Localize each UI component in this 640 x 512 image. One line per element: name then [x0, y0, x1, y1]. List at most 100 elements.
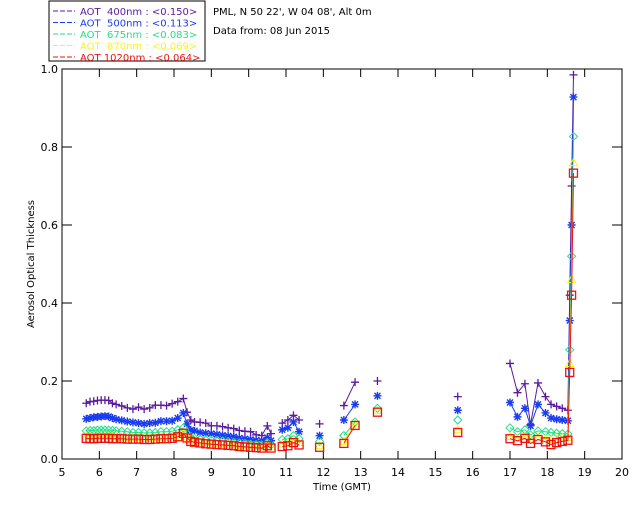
- data-point: [541, 392, 550, 401]
- data-point: [315, 431, 324, 440]
- data-point: [372, 407, 383, 417]
- series-3: [81, 157, 579, 451]
- data-point: [145, 419, 154, 428]
- data-point: [339, 438, 349, 449]
- x-tick-label: 18: [540, 466, 554, 479]
- data-point: [566, 290, 577, 300]
- x-tick-label: 6: [96, 466, 103, 479]
- data-point: [145, 434, 155, 445]
- data-point: [123, 417, 132, 426]
- data-point: [372, 405, 383, 414]
- data-point: [568, 157, 579, 167]
- data-point: [314, 442, 325, 452]
- data-point: [288, 435, 299, 444]
- data-point: [178, 423, 189, 433]
- data-point: [339, 416, 348, 424]
- data-point: [145, 403, 154, 412]
- y-tick-label: 0.0: [41, 453, 59, 466]
- data-point: [547, 400, 556, 409]
- data-point: [140, 419, 149, 428]
- data-point: [108, 414, 117, 423]
- data-point: [540, 437, 551, 447]
- data-point: [520, 379, 529, 388]
- data-point: [294, 440, 304, 450]
- x-tick-label: 16: [466, 466, 480, 479]
- data-point: [168, 399, 177, 408]
- data-point: [229, 424, 238, 433]
- data-point: [150, 434, 160, 444]
- series-line: [86, 74, 574, 437]
- data-point: [151, 418, 160, 427]
- data-point: [86, 414, 94, 423]
- data-point: [373, 377, 382, 385]
- data-point: [541, 408, 550, 417]
- data-point: [112, 415, 121, 424]
- data-point: [139, 434, 149, 445]
- data-point: [168, 416, 177, 425]
- data-point: [173, 397, 182, 406]
- plot-frame: [61, 68, 623, 460]
- data-point: [134, 403, 143, 412]
- data-point: [552, 402, 561, 411]
- data-point: [283, 434, 293, 444]
- data-point: [108, 399, 117, 408]
- data-point: [89, 397, 98, 406]
- x-tick-label: 5: [59, 466, 66, 479]
- data-point: [111, 434, 121, 444]
- data-point: [224, 423, 233, 432]
- x-axis-label: Time (GMT): [312, 482, 371, 493]
- location-label: PML, N 50 22', W 04 08', Alt 0m: [213, 7, 372, 18]
- data-point: [201, 419, 210, 428]
- x-tick-label: 14: [391, 466, 405, 479]
- x-tick-label: 7: [133, 466, 140, 479]
- data-point: [196, 428, 205, 437]
- data-point: [534, 378, 542, 387]
- data-point: [162, 417, 171, 426]
- data-point: [218, 422, 227, 431]
- data-point: [206, 439, 216, 449]
- data-point: [288, 437, 299, 448]
- legend-label: AOT 400nm : <0.150>: [80, 7, 197, 18]
- data-point: [161, 434, 172, 444]
- data-point: [314, 436, 325, 447]
- data-point: [235, 433, 244, 442]
- data-point: [512, 426, 523, 437]
- data-point: [128, 405, 137, 414]
- series-0: [82, 70, 578, 440]
- data-point: [557, 436, 567, 447]
- data-point: [568, 131, 579, 142]
- data-point: [246, 427, 255, 436]
- data-point: [117, 401, 126, 410]
- data-point: [520, 404, 529, 413]
- series-line: [86, 136, 574, 446]
- data-point: [186, 426, 195, 435]
- series-2: [81, 131, 579, 450]
- x-tick-label: 20: [615, 466, 629, 479]
- y-tick-label: 0.6: [41, 219, 59, 232]
- y-tick-label: 0.4: [41, 297, 59, 310]
- data-point: [189, 437, 200, 447]
- y-axis: 0.0 0.2 0.4 0.6 0.8 1.0: [41, 63, 622, 466]
- x-tick-label: 13: [354, 466, 368, 479]
- data-point: [513, 412, 522, 421]
- y-tick-label: 0.8: [41, 141, 59, 154]
- legend-label: AOT 675nm : <0.083>: [80, 30, 197, 41]
- data-point: [526, 421, 535, 430]
- data-point: [339, 401, 348, 410]
- data-point: [156, 417, 165, 426]
- data-point: [520, 433, 530, 443]
- legend-label: AOT 870nm : <0.069>: [80, 42, 197, 53]
- data-point: [212, 430, 221, 439]
- data-point: [295, 427, 304, 436]
- series-line: [86, 162, 574, 448]
- data-point: [568, 168, 579, 178]
- data-point: [117, 434, 127, 444]
- data-point: [104, 412, 113, 421]
- y-axis-label: Aerosol Optical Thickness: [26, 200, 37, 328]
- data-point: [167, 433, 177, 443]
- data-point: [173, 414, 182, 423]
- data-point: [235, 426, 244, 435]
- data-point: [266, 443, 276, 453]
- data-point: [212, 439, 222, 450]
